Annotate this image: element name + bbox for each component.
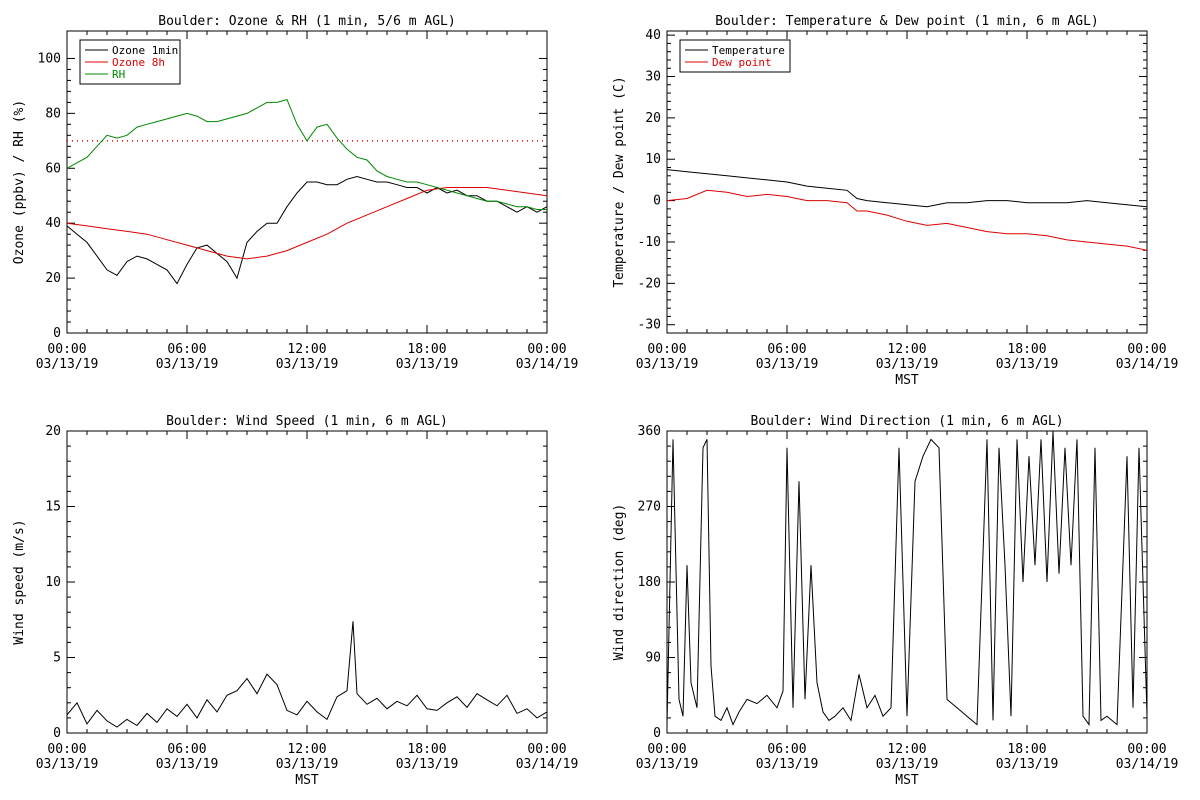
ozone-rh-legend-entry: Ozone 8h	[112, 56, 165, 69]
temp-dewpoint-y-tick-label: 10	[645, 152, 661, 167]
ozone-rh-series-line-ozone-8h	[66, 187, 548, 260]
wind-speed-y-tick-label: 20	[45, 424, 61, 439]
wind-speed-x-tick-time: 00:00	[527, 742, 566, 757]
temp-dewpoint-y-tick-label: 0	[653, 194, 661, 209]
ozone-rh-y-tick-label: 0	[53, 326, 61, 341]
wind-direction-title: Boulder: Wind Direction (1 min, 6 m AGL)	[750, 414, 1063, 429]
temp-dewpoint-x-tick-time: 00:00	[647, 342, 686, 357]
ozone-rh-x-tick-date: 03/13/19	[276, 357, 339, 372]
temp-dewpoint-x-tick-time: 00:00	[1127, 342, 1166, 357]
wind-direction-x-tick-date: 03/14/19	[1116, 757, 1179, 772]
temp-dewpoint-x-tick-date: 03/13/19	[876, 357, 939, 372]
ozone-rh-legend-entry: Ozone 1min	[112, 44, 178, 57]
wind-speed-x-tick-time: 12:00	[287, 742, 326, 757]
wind-speed-x-tick-date: 03/13/19	[36, 757, 99, 772]
temp-dewpoint-x-tick-date: 03/13/19	[636, 357, 699, 372]
wind-speed-x-tick-time: 00:00	[47, 742, 86, 757]
ozone-rh-y-axis-label: Ozone (ppbv) / RH (%)	[12, 100, 27, 264]
temp-dewpoint-y-tick-label: -20	[638, 276, 661, 291]
temp-dewpoint-plot-frame	[666, 30, 1148, 334]
wind-speed-title: Boulder: Wind Speed (1 min, 6 m AGL)	[166, 414, 448, 429]
temp-dewpoint-y-tick-label: 40	[645, 28, 661, 43]
ozone-rh-legend-entry: RH	[112, 68, 125, 81]
ozone-rh-y-tick-label: 80	[45, 106, 61, 121]
temp-dewpoint-series-line-temperature	[666, 169, 1148, 208]
ozone-rh-title: Boulder: Ozone & RH (1 min, 5/6 m AGL)	[158, 14, 455, 29]
ozone-rh-y-tick-label: 40	[45, 216, 61, 231]
wind-direction-panel: Boulder: Wind Direction (1 min, 6 m AGL)…	[612, 414, 1178, 788]
wind-direction-x-tick-date: 03/13/19	[876, 757, 939, 772]
ozone-rh-series-line-rh	[66, 98, 547, 210]
ozone-rh-x-tick-time: 06:00	[167, 342, 206, 357]
ozone-rh-x-tick-date: 03/14/19	[516, 357, 579, 372]
wind-speed-x-tick-date: 03/13/19	[396, 757, 459, 772]
wind-direction-x-tick-time: 00:00	[647, 742, 686, 757]
ozone-rh-x-tick-date: 03/13/19	[36, 357, 99, 372]
temp-dewpoint-x-tick-date: 03/13/19	[756, 357, 819, 372]
wind-speed-y-axis-label: Wind speed (m/s)	[12, 519, 27, 644]
temp-dewpoint-x-axis-label: MST	[895, 373, 919, 388]
wind-direction-series-line-0	[666, 430, 1148, 727]
temp-dewpoint-title: Boulder: Temperature & Dew point (1 min,…	[715, 14, 1099, 29]
wind-direction-x-axis-label: MST	[895, 773, 919, 788]
temp-dewpoint-x-tick-time: 18:00	[1007, 342, 1046, 357]
wind-direction-y-tick-label: 180	[638, 575, 661, 590]
wind-speed-x-tick-time: 18:00	[407, 742, 446, 757]
wind-direction-x-tick-time: 06:00	[767, 742, 806, 757]
temp-dewpoint-y-tick-label: 20	[645, 111, 661, 126]
wind-speed-x-tick-date: 03/13/19	[276, 757, 339, 772]
temp-dewpoint-x-tick-date: 03/13/19	[996, 357, 1059, 372]
temp-dewpoint-x-tick-date: 03/14/19	[1116, 357, 1179, 372]
wind-direction-y-axis-label: Wind direction (deg)	[612, 504, 627, 661]
wind-direction-x-tick-time: 00:00	[1127, 742, 1166, 757]
wind-direction-y-tick-label: 270	[638, 500, 661, 515]
temp-dewpoint-x-tick-time: 06:00	[767, 342, 806, 357]
wind-speed-x-tick-date: 03/14/19	[516, 757, 579, 772]
wind-direction-x-tick-time: 12:00	[887, 742, 926, 757]
ozone-rh-x-tick-time: 18:00	[407, 342, 446, 357]
temp-dewpoint-legend-entry: Temperature	[712, 44, 785, 57]
temp-dewpoint-series-line-dew-point	[666, 189, 1148, 251]
wind-speed-y-tick-label: 5	[53, 651, 61, 666]
temp-dewpoint-legend-entry: Dew point	[712, 56, 772, 69]
temp-dewpoint-y-tick-label: 30	[645, 70, 661, 85]
wind-speed-x-tick-date: 03/13/19	[156, 757, 219, 772]
wind-direction-x-tick-date: 03/13/19	[996, 757, 1059, 772]
temp-dewpoint-x-tick-time: 12:00	[887, 342, 926, 357]
temp-dewpoint-y-tick-label: -10	[638, 235, 661, 250]
wind-direction-y-tick-label: 360	[638, 424, 661, 439]
wind-direction-y-tick-label: 0	[653, 726, 661, 741]
wind-speed-x-axis-label: MST	[295, 773, 319, 788]
temp-dewpoint-legend	[679, 39, 791, 73]
ozone-rh-x-tick-date: 03/13/19	[156, 357, 219, 372]
temperature-dewpoint-panel: Boulder: Temperature & Dew point (1 min,…	[612, 14, 1178, 388]
wind-direction-x-tick-date: 03/13/19	[636, 757, 699, 772]
wind-speed-y-tick-label: 10	[45, 575, 61, 590]
wind-direction-x-tick-date: 03/13/19	[756, 757, 819, 772]
wind-speed-plot-frame	[66, 430, 548, 734]
wind-direction-y-tick-label: 90	[645, 651, 661, 666]
ozone-rh-series-line-ozone-1min	[66, 175, 548, 285]
wind-speed-y-tick-label: 15	[45, 500, 61, 515]
ozone-rh-x-tick-time: 12:00	[287, 342, 326, 357]
ozone-rh-y-tick-label: 20	[45, 271, 61, 286]
wind-speed-series-line-0	[66, 621, 548, 728]
ozone-rh-y-tick-label: 100	[38, 51, 61, 66]
wind-speed-y-tick-label: 0	[53, 726, 61, 741]
wind-speed-panel: Boulder: Wind Speed (1 min, 6 m AGL) 0 5 10…	[12, 414, 578, 788]
wind-speed-x-tick-time: 06:00	[167, 742, 206, 757]
ozone-rh-panel: Boulder: Ozone & RH (1 min, 5/6 m AGL) 0 2…	[12, 14, 578, 372]
wind-direction-x-tick-time: 18:00	[1007, 742, 1046, 757]
ozone-rh-y-tick-label: 60	[45, 161, 61, 176]
temp-dewpoint-y-axis-label: Temperature / Dew point (C)	[612, 76, 627, 287]
ozone-rh-x-tick-date: 03/13/19	[396, 357, 459, 372]
ozone-rh-x-tick-time: 00:00	[47, 342, 86, 357]
ozone-rh-x-tick-time: 00:00	[527, 342, 566, 357]
temp-dewpoint-y-tick-label: -30	[638, 318, 661, 333]
